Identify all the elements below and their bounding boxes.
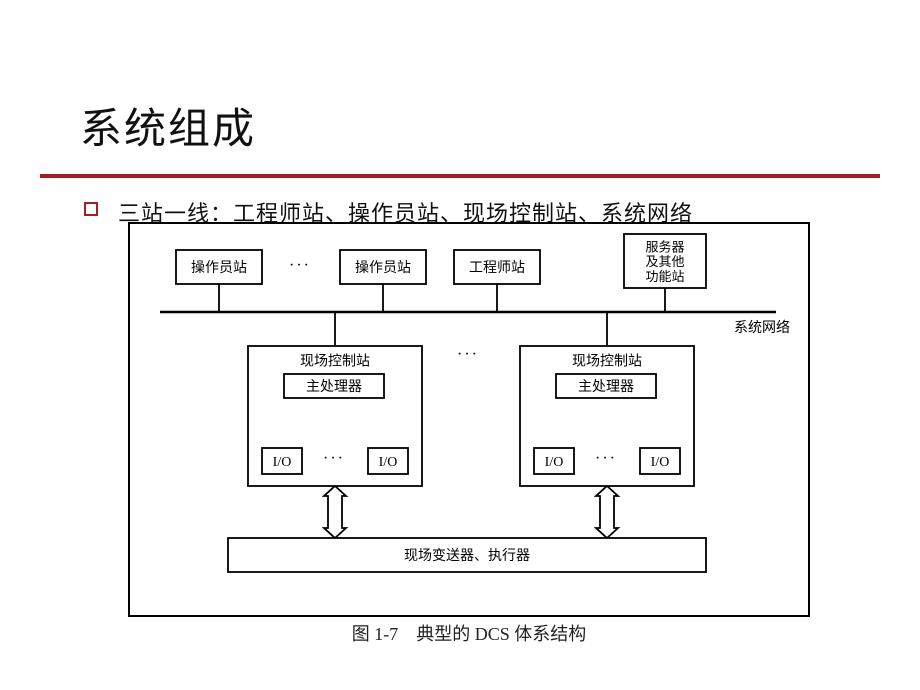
diagram-svg: 系统网络 操作员站 操作员站 工程师站 服务器及其他功能站现场控制站主处理器 I/O I/O… (130, 224, 808, 615)
svg-text:系统网络: 系统网络 (734, 320, 790, 336)
svg-text:···: ··· (595, 450, 617, 467)
title-area: 系统组成 (0, 0, 920, 156)
square-bullet-icon (84, 202, 98, 216)
svg-text:···: ··· (289, 257, 311, 274)
svg-text:···: ··· (457, 346, 479, 363)
svg-text:现场变送器、执行器: 现场变送器、执行器 (404, 548, 530, 564)
svg-text:···: ··· (323, 450, 345, 467)
svg-text:及其他: 及其他 (645, 254, 684, 269)
svg-text:I/O: I/O (545, 455, 564, 470)
svg-text:I/O: I/O (379, 455, 398, 470)
svg-text:I/O: I/O (273, 455, 292, 470)
svg-text:主处理器: 主处理器 (578, 379, 634, 395)
svg-text:操作员站: 操作员站 (355, 260, 411, 276)
page-title: 系统组成 (80, 95, 920, 156)
svg-text:工程师站: 工程师站 (469, 260, 525, 276)
slide: 系统组成 三站一线：工程师站、操作员站、现场控制站、系统网络 系统网络 操作员站 操… (0, 0, 920, 690)
svg-text:操作员站: 操作员站 (191, 260, 247, 276)
bullet-row: 三站一线：工程师站、操作员站、现场控制站、系统网络 (0, 178, 920, 228)
svg-text:I/O: I/O (651, 455, 670, 470)
svg-text:现场控制站: 现场控制站 (300, 354, 370, 370)
diagram: 系统网络 操作员站 操作员站 工程师站 服务器及其他功能站现场控制站主处理器 I/O I/O… (128, 222, 810, 617)
svg-text:主处理器: 主处理器 (306, 379, 362, 395)
figure-caption: 图 1-7 典型的 DCS 体系结构 (128, 620, 810, 646)
svg-text:服务器: 服务器 (645, 239, 684, 254)
svg-text:现场控制站: 现场控制站 (572, 354, 642, 370)
svg-text:功能站: 功能站 (645, 269, 684, 284)
